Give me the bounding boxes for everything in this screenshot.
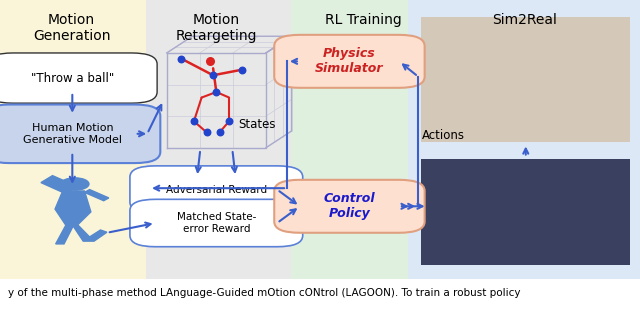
Polygon shape [55, 191, 91, 224]
Bar [146, 0, 291, 279]
Text: Human Motion
Generative Model: Human Motion Generative Model [23, 123, 122, 145]
FancyBboxPatch shape [130, 166, 303, 213]
Text: Adversarial Reward: Adversarial Reward [166, 185, 267, 195]
Point [176, 56, 186, 61]
FancyBboxPatch shape [0, 105, 160, 163]
Text: States: States [238, 117, 275, 130]
FancyBboxPatch shape [275, 180, 425, 233]
Text: Motion
Retargeting: Motion Retargeting [175, 13, 257, 43]
Polygon shape [84, 190, 109, 201]
Text: Matched State-
error Reward: Matched State- error Reward [177, 212, 256, 234]
Bar [421, 17, 630, 142]
Point [208, 73, 218, 78]
Text: Motion
Generation: Motion Generation [33, 13, 111, 43]
Text: RL Training: RL Training [325, 13, 402, 26]
Bar [408, 0, 640, 279]
Bar [421, 159, 630, 265]
Point [202, 130, 212, 135]
Text: y of the multi-phase method LAnguage-Guided mOtion cONtrol (LAGOON). To train a : y of the multi-phase method LAnguage-Gui… [8, 288, 520, 298]
Text: Control
Policy: Control Policy [324, 192, 375, 220]
FancyBboxPatch shape [0, 53, 157, 103]
Text: Physics
Simulator: Physics Simulator [315, 47, 384, 75]
Bar [0, 0, 146, 279]
FancyBboxPatch shape [275, 35, 425, 88]
Point [205, 59, 215, 64]
Text: Sim2Real: Sim2Real [492, 13, 557, 26]
Bar [291, 0, 408, 279]
Text: Actions: Actions [422, 129, 465, 142]
Polygon shape [56, 224, 74, 244]
Polygon shape [41, 176, 72, 192]
Point [214, 130, 225, 135]
Circle shape [61, 178, 89, 190]
Text: 🤖: 🤖 [525, 79, 526, 80]
Polygon shape [72, 224, 107, 241]
Point [224, 119, 234, 124]
Point [211, 89, 221, 94]
Point [237, 67, 247, 72]
FancyBboxPatch shape [130, 199, 303, 247]
Point [189, 119, 199, 124]
Text: "Throw a ball": "Throw a ball" [31, 72, 114, 84]
